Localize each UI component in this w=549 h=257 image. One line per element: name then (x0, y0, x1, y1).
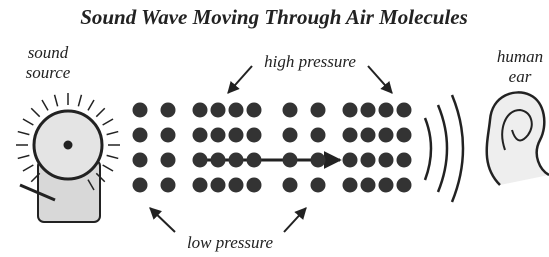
arrows (150, 66, 392, 232)
molecule (343, 128, 358, 143)
molecule (193, 128, 208, 143)
ray (107, 132, 119, 135)
ray (23, 119, 33, 125)
molecule (161, 103, 176, 118)
molecule (361, 128, 376, 143)
ray (103, 119, 113, 125)
molecule (283, 153, 298, 168)
ray (31, 108, 39, 116)
molecule (211, 103, 226, 118)
molecule (283, 103, 298, 118)
arrow (228, 66, 252, 93)
ray (23, 165, 33, 171)
molecule (247, 178, 262, 193)
arrow (284, 208, 306, 232)
waves (425, 95, 463, 202)
molecule (193, 103, 208, 118)
molecule (229, 153, 244, 168)
ray (55, 95, 58, 107)
label: ear (509, 67, 532, 86)
molecule (311, 103, 326, 118)
label: human (497, 47, 543, 66)
label: high pressure (264, 52, 356, 71)
title: Sound Wave Moving Through Air Molecules (80, 5, 468, 29)
ray (107, 155, 119, 158)
ray (42, 100, 48, 110)
molecule (379, 153, 394, 168)
molecule (211, 153, 226, 168)
molecule (133, 128, 148, 143)
ray (96, 108, 104, 116)
molecule (161, 178, 176, 193)
arrow (368, 66, 392, 93)
label: low pressure (187, 233, 274, 252)
molecule (247, 153, 262, 168)
molecule (229, 128, 244, 143)
ray (18, 155, 30, 158)
molecule (343, 153, 358, 168)
molecule (161, 153, 176, 168)
molecule (361, 178, 376, 193)
molecule (229, 103, 244, 118)
molecule (311, 128, 326, 143)
molecule (311, 178, 326, 193)
molecule (133, 153, 148, 168)
molecule (211, 178, 226, 193)
bell-center (64, 141, 72, 149)
molecule (397, 153, 412, 168)
wave (438, 105, 447, 192)
wave (425, 118, 431, 180)
ray (88, 100, 94, 110)
molecule (133, 178, 148, 193)
label: sound (28, 43, 69, 62)
molecule (379, 103, 394, 118)
molecules (133, 103, 412, 193)
wave (452, 95, 463, 202)
molecule (397, 178, 412, 193)
bell (16, 93, 120, 222)
molecule (193, 178, 208, 193)
molecule (379, 128, 394, 143)
molecule (361, 103, 376, 118)
ray (18, 132, 30, 135)
ear (487, 92, 549, 185)
arrow (150, 208, 175, 232)
molecule (397, 103, 412, 118)
molecule (361, 153, 376, 168)
molecule (247, 103, 262, 118)
label: source (26, 63, 71, 82)
molecule (283, 178, 298, 193)
molecule (133, 103, 148, 118)
ray (78, 95, 81, 107)
molecule (311, 153, 326, 168)
molecule (161, 128, 176, 143)
ray (103, 165, 113, 171)
molecule (343, 103, 358, 118)
molecule (229, 178, 244, 193)
molecule (397, 128, 412, 143)
molecule (283, 128, 298, 143)
molecule (343, 178, 358, 193)
molecule (211, 128, 226, 143)
molecule (247, 128, 262, 143)
molecule (379, 178, 394, 193)
diagram: Sound Wave Moving Through Air Molecules … (0, 0, 549, 257)
molecule (193, 153, 208, 168)
